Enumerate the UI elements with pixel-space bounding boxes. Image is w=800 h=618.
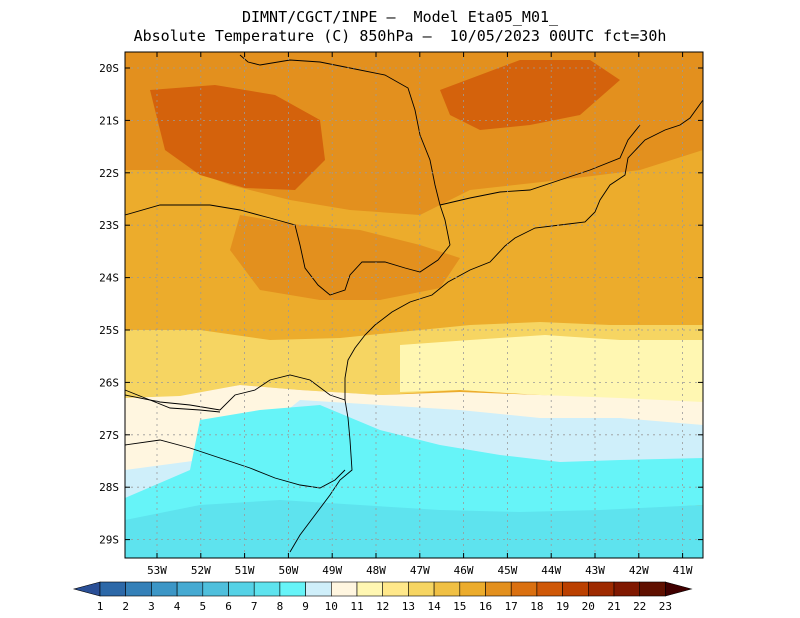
lat-label: 29S bbox=[99, 534, 119, 547]
colorbar-swatch bbox=[382, 581, 409, 597]
coastline-and-borders bbox=[124, 54, 704, 553]
colorbar-swatch bbox=[151, 581, 178, 597]
colorbar-label: 4 bbox=[174, 600, 181, 613]
colorbar-swatch bbox=[587, 581, 615, 597]
country-border bbox=[124, 389, 221, 413]
lat-label: 25S bbox=[99, 324, 119, 337]
colorbar-label: 8 bbox=[277, 600, 284, 613]
lon-label: 52W bbox=[191, 564, 211, 577]
colorbar-swatch bbox=[485, 581, 512, 597]
colorbar bbox=[72, 581, 693, 597]
colorbar-label: 5 bbox=[199, 600, 206, 613]
field-band-18 bbox=[150, 85, 325, 190]
lat-label: 20S bbox=[99, 62, 119, 75]
colorbar-label: 21 bbox=[607, 600, 620, 613]
colorbar-swatch bbox=[510, 581, 538, 597]
lon-label: 42W bbox=[629, 564, 649, 577]
map-frame bbox=[124, 51, 704, 559]
field-band-8 bbox=[125, 500, 703, 558]
colorbar-label: 17 bbox=[505, 600, 518, 613]
chart-title-line1: DIMNT/CGCT/INPE – Model Eta05_M01_ bbox=[241, 8, 559, 26]
lat-label: 21S bbox=[99, 114, 119, 127]
state-border-ms-sp bbox=[239, 54, 451, 246]
lat-label: 23S bbox=[99, 219, 119, 232]
colorbar-label: 12 bbox=[376, 600, 389, 613]
lat-label: 26S bbox=[99, 376, 119, 389]
colorbar-label: 10 bbox=[325, 600, 338, 613]
colorbar-swatch bbox=[613, 581, 641, 597]
colorbar-label: 1 bbox=[97, 600, 104, 613]
lon-label: 50W bbox=[278, 564, 298, 577]
colorbar-label: 2 bbox=[122, 600, 129, 613]
latitude-labels: 20S 21S 22S 23S 24S 25S 26S 27S 28S 29S bbox=[99, 62, 119, 547]
colorbar-swatch bbox=[253, 581, 281, 597]
state-border-sc-rs bbox=[124, 439, 346, 489]
lon-label: 47W bbox=[410, 564, 430, 577]
colorbar-swatch bbox=[305, 581, 332, 597]
lon-label: 53W bbox=[147, 564, 167, 577]
colorbar-label: 3 bbox=[148, 600, 155, 613]
lat-label: 28S bbox=[99, 481, 119, 494]
state-border-pr-sp bbox=[124, 204, 451, 296]
colorbar-swatch bbox=[536, 581, 563, 597]
colorbar-label: 11 bbox=[350, 600, 363, 613]
lat-lon-grid bbox=[125, 52, 703, 558]
colorbar-swatch bbox=[459, 581, 486, 597]
lon-label: 45W bbox=[497, 564, 517, 577]
colorbar-swatch bbox=[330, 581, 358, 597]
colorbar-swatch bbox=[202, 581, 229, 597]
colorbar-label: 13 bbox=[402, 600, 415, 613]
colorbar-label: 9 bbox=[302, 600, 309, 613]
field-band-18-northeast bbox=[440, 60, 620, 130]
chart-title-line2: Absolute Temperature (C) 850hPa – 10/05/… bbox=[133, 27, 667, 45]
colorbar-label: 18 bbox=[530, 600, 543, 613]
lon-label: 43W bbox=[585, 564, 605, 577]
lat-label: 27S bbox=[99, 429, 119, 442]
colorbar-swatch bbox=[176, 581, 204, 597]
colorbar-label: 20 bbox=[582, 600, 595, 613]
lat-label: 24S bbox=[99, 272, 119, 285]
colorbar-arrow-right bbox=[665, 581, 693, 597]
lon-label: 49W bbox=[322, 564, 342, 577]
colorbar-label: 6 bbox=[225, 600, 232, 613]
colorbar-label: 19 bbox=[556, 600, 569, 613]
lon-label: 46W bbox=[454, 564, 474, 577]
colorbar-label: 22 bbox=[633, 600, 646, 613]
colorbar-swatch bbox=[356, 581, 384, 597]
colorbar-label: 14 bbox=[427, 600, 441, 613]
field-band-17-south bbox=[230, 215, 460, 300]
state-border-pr-sc bbox=[124, 374, 346, 411]
colorbar-swatch bbox=[125, 581, 152, 597]
colorbar-label: 7 bbox=[251, 600, 258, 613]
colorbar-swatch bbox=[228, 581, 255, 597]
colorbar-swatch bbox=[408, 581, 435, 597]
state-border-mg-rj bbox=[439, 124, 641, 206]
colorbar-label: 16 bbox=[479, 600, 492, 613]
colorbar-label: 15 bbox=[453, 600, 466, 613]
colorbar-swatch bbox=[562, 581, 589, 597]
lon-label: 41W bbox=[673, 564, 693, 577]
temperature-field bbox=[125, 52, 703, 558]
colorbar-swatch bbox=[99, 581, 127, 597]
lon-label: 51W bbox=[235, 564, 255, 577]
colorbar-label: 23 bbox=[659, 600, 672, 613]
colorbar-labels: 1 2 3 4 5 6 7 8 9 10 11 12 13 14 15 16 17 18 19 20 21 22 23 bbox=[97, 600, 672, 613]
colorbar-arrow-left bbox=[72, 581, 101, 597]
axis-ticks bbox=[125, 52, 703, 558]
lat-label: 22S bbox=[99, 167, 119, 180]
coastline bbox=[289, 99, 704, 553]
longitude-labels: 53W 52W 51W 50W 49W 48W 47W 46W 45W 44W 43W 42W 41W bbox=[147, 564, 693, 577]
colorbar-swatch bbox=[433, 581, 461, 597]
lon-label: 44W bbox=[541, 564, 561, 577]
colorbar-swatch bbox=[279, 581, 306, 597]
lon-label: 48W bbox=[366, 564, 386, 577]
colorbar-swatch bbox=[639, 581, 666, 597]
